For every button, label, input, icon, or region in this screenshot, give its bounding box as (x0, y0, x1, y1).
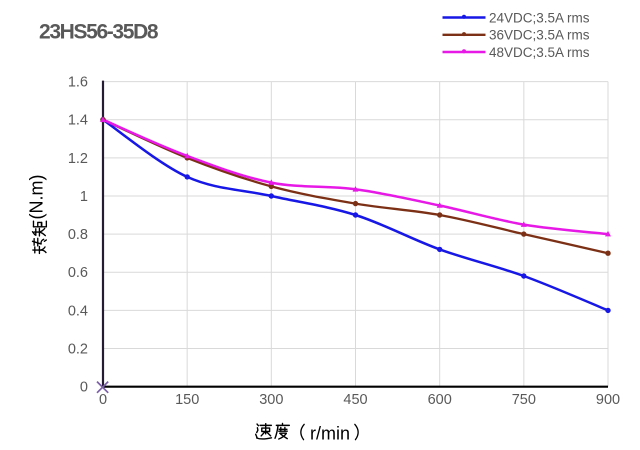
svg-text:1: 1 (80, 189, 88, 205)
svg-text:r/min: r/min (310, 424, 350, 444)
svg-text:900: 900 (596, 392, 620, 408)
svg-text:150: 150 (175, 392, 199, 408)
svg-text:750: 750 (512, 392, 536, 408)
svg-text:24VDC;3.5A rms: 24VDC;3.5A rms (489, 10, 590, 25)
svg-text:0.6: 0.6 (68, 265, 88, 281)
svg-text:36VDC;3.5A rms: 36VDC;3.5A rms (489, 28, 590, 43)
svg-text:600: 600 (428, 392, 452, 408)
svg-text:0.4: 0.4 (68, 303, 88, 319)
svg-text:1.4: 1.4 (68, 113, 88, 129)
svg-text:1.2: 1.2 (68, 151, 88, 167)
svg-text:23HS56-35D8: 23HS56-35D8 (39, 21, 159, 44)
svg-text:300: 300 (259, 392, 283, 408)
svg-text:0.8: 0.8 (68, 227, 88, 243)
svg-text:0.2: 0.2 (68, 342, 88, 358)
svg-text:48VDC;3.5A rms: 48VDC;3.5A rms (489, 45, 590, 60)
svg-text:1.6: 1.6 (68, 75, 88, 91)
svg-text:0: 0 (80, 380, 88, 396)
svg-text:0: 0 (99, 392, 107, 408)
svg-text:450: 450 (343, 392, 367, 408)
svg-text:(N.m): (N.m) (27, 175, 47, 220)
